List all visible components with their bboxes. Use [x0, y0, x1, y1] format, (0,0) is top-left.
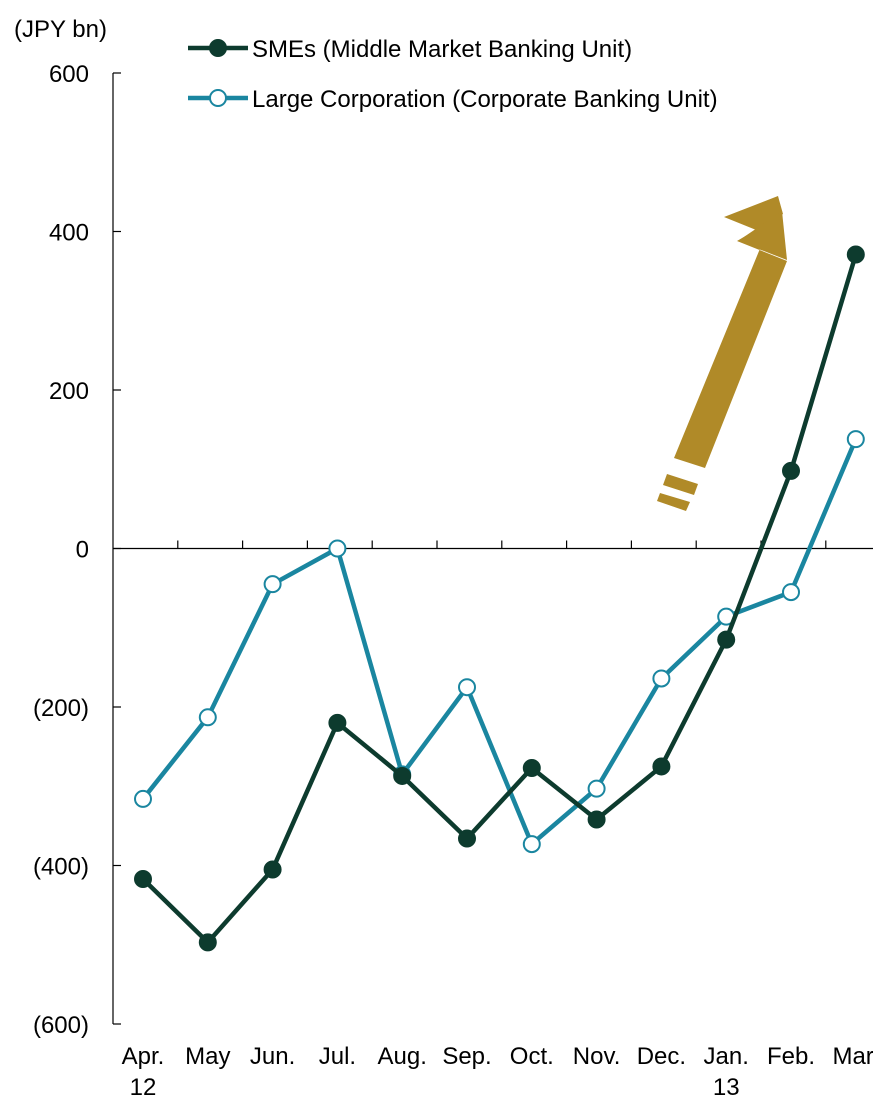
x-tick-label: Mar.	[832, 1043, 873, 1070]
y-tick-label: (200)	[33, 695, 89, 722]
x-year-label: 12	[130, 1074, 157, 1099]
data-point	[328, 713, 347, 732]
arrow-dash	[657, 493, 690, 511]
x-tick-label: Jun.	[250, 1043, 295, 1070]
trend-up-arrow-icon	[657, 196, 787, 511]
y-tick-label: 0	[76, 537, 89, 564]
y-tick-label: (400)	[33, 854, 89, 881]
legend-swatch-marker	[209, 39, 227, 57]
x-tick-label: Nov.	[573, 1043, 621, 1070]
x-tick-label: Oct.	[510, 1043, 554, 1070]
series-line	[141, 438, 858, 847]
y-tick-label: 200	[49, 378, 89, 405]
data-point	[522, 835, 541, 854]
data-point	[328, 539, 347, 558]
x-year-label: 13	[713, 1074, 740, 1099]
legend-swatch-marker	[209, 89, 227, 107]
arrow-body	[674, 196, 787, 468]
data-point	[587, 810, 606, 829]
y-tick-label: 600	[49, 61, 89, 88]
data-point	[717, 630, 736, 649]
x-tick-label: Jan.	[704, 1043, 749, 1070]
x-tick-label: Feb.	[767, 1043, 815, 1070]
legend-item: SMEs (Middle Market Banking Unit)	[188, 36, 632, 63]
series	[134, 430, 865, 854]
data-point	[522, 759, 541, 778]
data-point	[263, 575, 282, 594]
x-tick-label: Jul.	[319, 1043, 356, 1070]
x-tick-label: Apr.	[122, 1043, 165, 1070]
axes: 600 400 200 0 (200) (400) (600) Apr. May Jun. Jul.…	[33, 61, 873, 1099]
data-point	[782, 461, 800, 480]
data-point	[134, 869, 152, 888]
legend-label: SMEs (Middle Market Banking Unit)	[252, 36, 632, 63]
data-point	[458, 678, 476, 697]
data-point	[198, 708, 217, 727]
y-tick-label: (600)	[33, 1012, 89, 1039]
data-point	[134, 789, 152, 808]
data-point	[782, 583, 800, 602]
legend: SMEs (Middle Market Banking Unit) Large C…	[188, 36, 718, 113]
x-tick-label: Sep.	[442, 1043, 491, 1070]
x-tick-label: Dec.	[637, 1043, 686, 1070]
data-point	[652, 669, 671, 688]
data-point	[587, 779, 606, 798]
legend-item: Large Corporation (Corporate Banking Uni…	[188, 86, 718, 113]
series-line	[141, 253, 858, 945]
data-point	[263, 860, 282, 879]
series	[134, 245, 865, 952]
y-tick-label: 400	[49, 220, 89, 247]
data-point	[846, 430, 865, 449]
data-point	[393, 766, 412, 785]
arrow-head	[738, 211, 787, 260]
data-point	[846, 245, 865, 264]
series-layer	[134, 245, 865, 952]
legend-label: Large Corporation (Corporate Banking Uni…	[252, 86, 718, 113]
data-point	[198, 933, 217, 952]
y-axis-label: (JPY bn)	[14, 16, 107, 43]
x-tick-label: May	[185, 1043, 230, 1070]
arrow-dash	[663, 474, 698, 495]
data-point	[458, 829, 476, 848]
x-tick-label: Aug.	[378, 1043, 427, 1070]
data-point	[652, 757, 671, 776]
